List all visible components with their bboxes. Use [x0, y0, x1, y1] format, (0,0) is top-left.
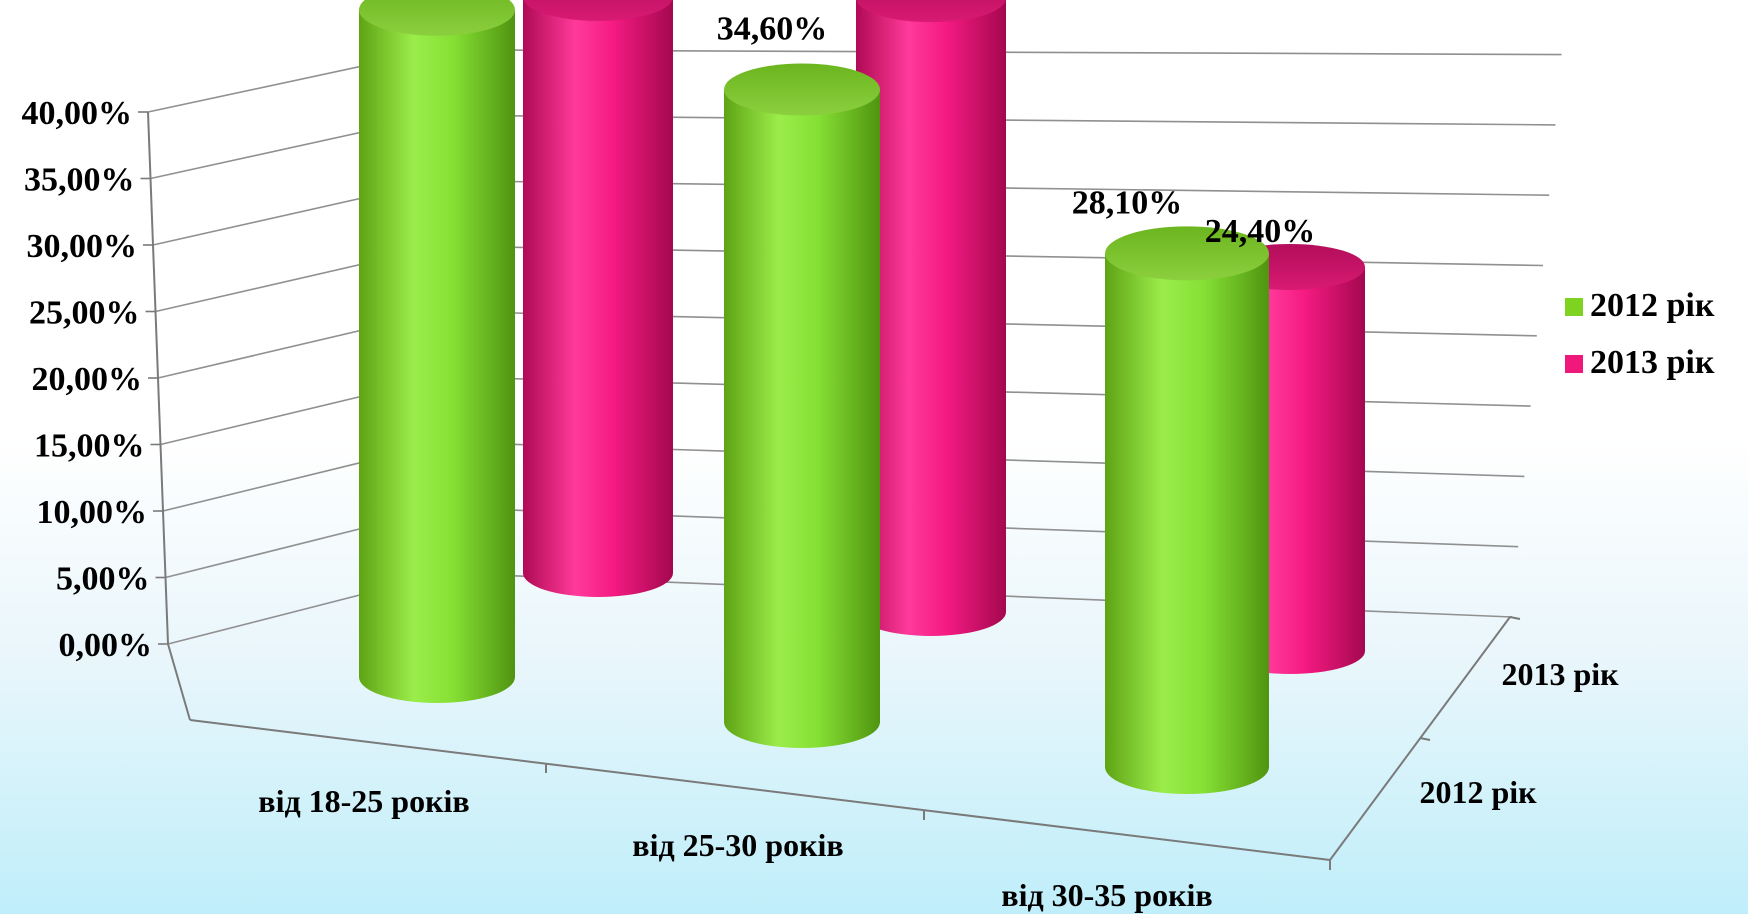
bar-2013-cylinder	[523, 0, 673, 597]
x-category-label: від 25-30 років	[632, 827, 843, 863]
depth-tick	[1509, 616, 1521, 620]
bar-2012-top	[724, 63, 880, 116]
bar-2013-cylinder	[856, 0, 1006, 636]
y-tick-label: 25,00%	[29, 295, 140, 332]
depth-tick	[1419, 737, 1431, 741]
y-tick-label: 10,00%	[37, 494, 148, 531]
data-label: 34,60%	[717, 11, 828, 48]
series-2012-bars	[359, 0, 1269, 794]
data-label: 24,40%	[1205, 213, 1316, 250]
y-tick-label: 5,00%	[56, 561, 150, 598]
y-tick-label: 40,00%	[22, 95, 133, 132]
legend-swatch	[1565, 355, 1583, 373]
y-tick-label: 0,00%	[59, 627, 153, 664]
y-tick-label: 20,00%	[32, 361, 143, 398]
legend-swatch	[1565, 298, 1583, 316]
x-category-label: від 30-35 років	[1001, 877, 1212, 913]
depth-label: 2012 рік	[1419, 774, 1537, 810]
labels: 36,50%34,60%28,10%36,60%39%24,40%2012 рі…	[717, 11, 1715, 381]
y-tick-label: 30,00%	[27, 228, 138, 265]
x-axis-line	[189, 719, 1331, 861]
axes: 0,00% 5,00% 10,00% 15,00% 20,00% 25,00% 30,00%…	[22, 49, 1619, 913]
data-label: 28,10%	[1072, 184, 1183, 221]
bar-2012-cylinder	[724, 89, 880, 748]
y-tick-label: 15,00%	[34, 428, 145, 465]
bar-2012-cylinder	[359, 9, 515, 703]
bar-2012-cylinder	[1105, 253, 1269, 794]
bar-2012-top	[359, 0, 515, 36]
bar-2013-top	[523, 0, 673, 21]
bar-2013-top	[856, 0, 1006, 23]
floor-left-edge	[167, 643, 191, 721]
depth-label: 2013 рік	[1501, 656, 1619, 692]
x-category-label: від 18-25 років	[258, 783, 469, 819]
legend-label: 2013 рік	[1590, 344, 1715, 381]
bar-2012-top	[1105, 226, 1269, 281]
y-tick-label: 35,00%	[24, 162, 135, 199]
legend-label: 2012 рік	[1590, 287, 1715, 324]
